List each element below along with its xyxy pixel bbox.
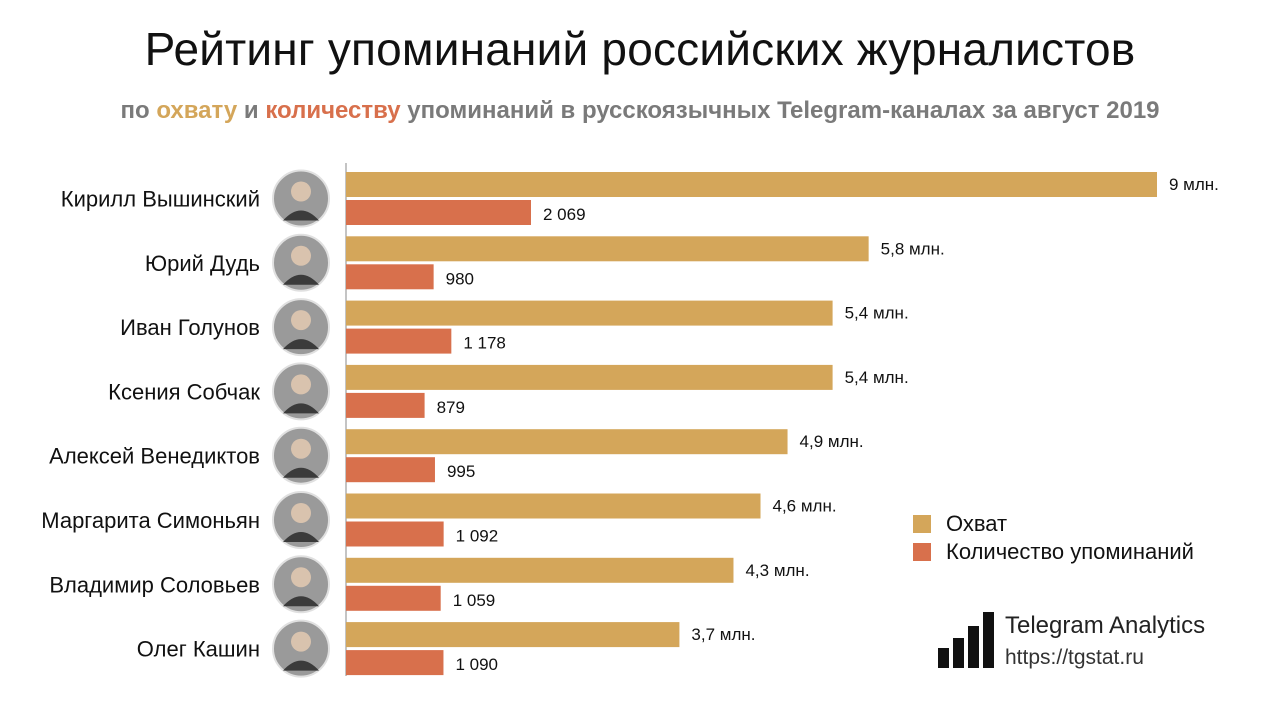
avatar-body-icon (283, 596, 319, 607)
bar-reach (346, 300, 833, 326)
avatar-face-icon (291, 374, 311, 395)
bar-reach (346, 236, 869, 262)
bar-count (346, 650, 444, 676)
data-label-reach: 9 млн. (1169, 175, 1219, 194)
avatar-body-icon (283, 532, 319, 542)
bar-count (346, 200, 531, 225)
data-label-count: 1 059 (453, 591, 496, 610)
bar-count (346, 328, 452, 354)
data-label-reach: 5,4 млн. (845, 368, 909, 387)
legend-label-count: Количество упоминаний (946, 539, 1194, 564)
bar-reach (346, 429, 788, 455)
category-label: Олег Кашин (137, 637, 260, 662)
subtitle-part-1: по (120, 97, 157, 124)
data-label-count: 879 (437, 398, 465, 417)
legend-swatch-count (913, 543, 931, 561)
bar-reach (346, 493, 761, 519)
data-label-reach: 5,8 млн. (881, 239, 945, 258)
data-label-reach: 4,9 млн. (800, 432, 864, 451)
bar-count (346, 264, 434, 290)
chart-title: Рейтинг упоминаний российских журналисто… (144, 23, 1136, 75)
avatar-body-icon (283, 660, 319, 671)
category-label: Владимир Соловьев (49, 572, 260, 597)
avatar-body-icon (283, 467, 319, 478)
avatar-face-icon (291, 631, 311, 652)
avatar-face-icon (291, 567, 311, 588)
category-label: Иван Голунов (120, 315, 260, 340)
data-label-count: 995 (447, 462, 475, 481)
avatar-face-icon (291, 438, 311, 459)
category-label: Ксения Собчак (108, 379, 260, 404)
subtitle-part-3: упоминаний в русскоязычных Telegram-кана… (400, 97, 1160, 124)
data-label-count: 1 090 (455, 655, 498, 674)
data-label-reach: 3,7 млн. (691, 625, 755, 644)
bar-count (346, 585, 441, 611)
brand-block: Telegram Analytics https://tgstat.ru (1005, 612, 1205, 670)
avatar-face-icon (291, 181, 311, 202)
avatar-body-icon (283, 274, 319, 285)
category-label: Алексей Венедиктов (49, 444, 260, 469)
category-label: Кирилл Вышинский (61, 187, 260, 212)
bar-chart-logo-icon (938, 612, 994, 668)
bar-reach (346, 364, 833, 390)
bar-reach (346, 172, 1157, 197)
data-label-count: 2 069 (543, 205, 586, 224)
data-label-reach: 4,3 млн. (745, 561, 809, 580)
avatar-face-icon (291, 310, 311, 331)
avatar-body-icon (283, 403, 319, 414)
data-label-count: 1 092 (456, 527, 499, 546)
legend-swatch-reach (913, 515, 931, 533)
subtitle-reach-word: охвату (156, 97, 238, 124)
avatar-face-icon (291, 245, 311, 266)
avatar-body-icon (283, 210, 319, 221)
bar-count (346, 521, 444, 547)
chart-subtitle: по охвату и количеству упоминаний в русс… (0, 97, 1280, 125)
brand-url: https://tgstat.ru (1005, 646, 1144, 669)
category-label: Маргарита Симоньян (41, 508, 260, 533)
bar-reach (346, 622, 680, 648)
data-label-count: 980 (446, 269, 474, 288)
bar-count (346, 457, 435, 483)
brand-name: Telegram Analytics (1005, 612, 1206, 639)
legend-label-reach: Охват (946, 511, 1007, 536)
subtitle-count-word: количеству (265, 97, 401, 124)
bar-reach (346, 557, 734, 583)
category-label: Юрий Дудь (145, 251, 260, 276)
data-label-reach: 4,6 млн. (773, 497, 837, 516)
data-label-reach: 5,4 млн. (845, 304, 909, 323)
bar-count (346, 392, 425, 418)
avatar-body-icon (283, 339, 319, 350)
avatar-face-icon (291, 503, 311, 523)
subtitle-part-2: и (237, 97, 266, 124)
data-label-count: 1 178 (463, 334, 506, 353)
